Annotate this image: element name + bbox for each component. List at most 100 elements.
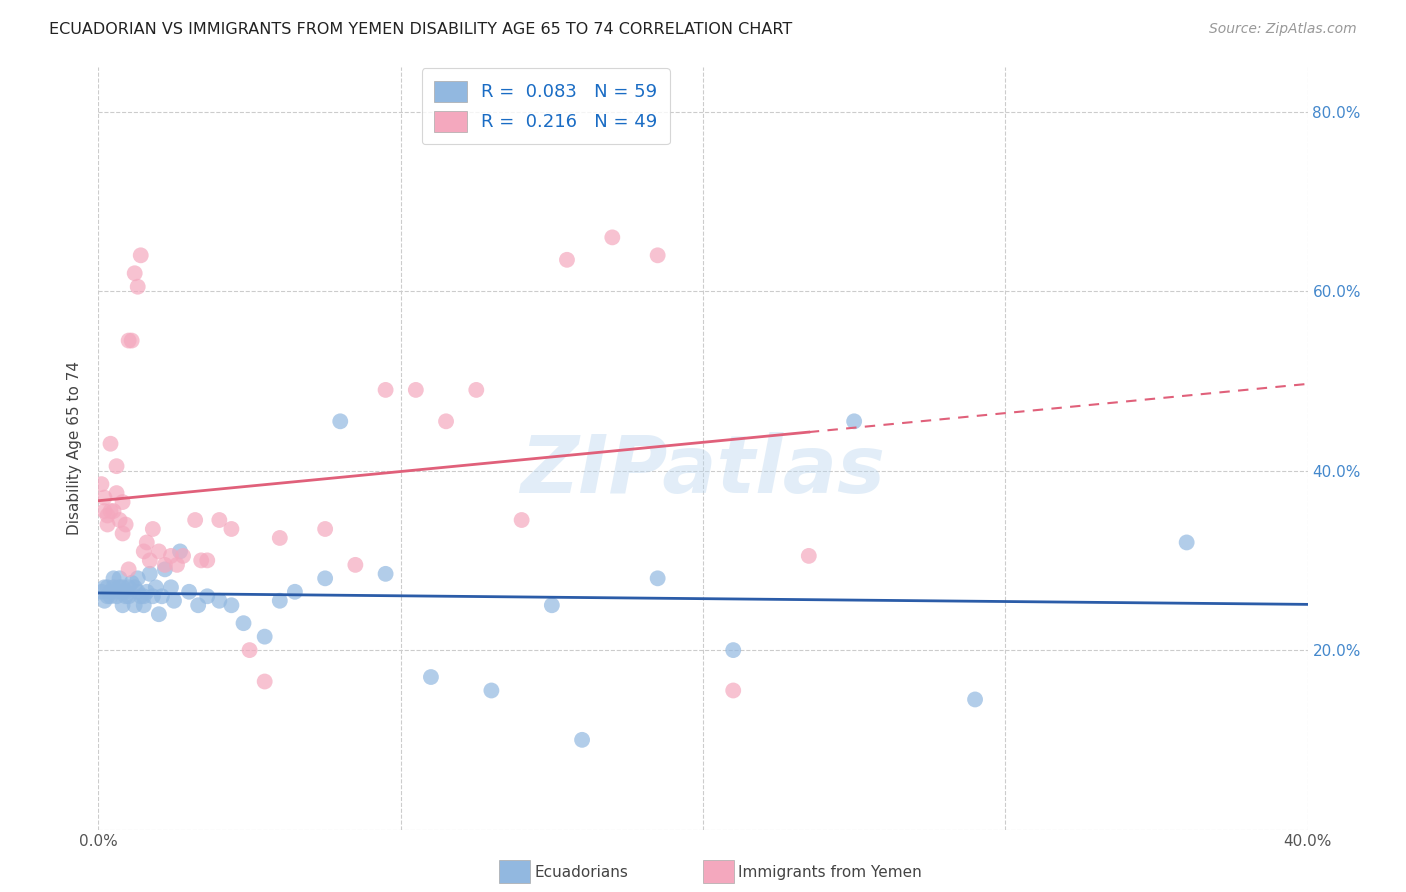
Point xyxy=(96,508,118,523)
Point xyxy=(139,553,162,567)
Point xyxy=(232,616,254,631)
Point xyxy=(111,599,134,613)
Point xyxy=(1175,535,1198,549)
Point xyxy=(93,504,115,518)
Point xyxy=(108,571,131,585)
Point xyxy=(184,513,207,527)
Point xyxy=(148,544,170,558)
Text: Source: ZipAtlas.com: Source: ZipAtlas.com xyxy=(1209,22,1357,37)
Point xyxy=(132,589,155,603)
Point xyxy=(329,414,352,428)
Point xyxy=(420,670,443,684)
Point xyxy=(103,571,125,585)
Text: Immigrants from Yemen: Immigrants from Yemen xyxy=(738,865,922,880)
Point xyxy=(139,566,162,581)
Point xyxy=(314,522,336,536)
Point xyxy=(100,589,122,603)
Point xyxy=(602,230,624,244)
Point xyxy=(434,414,457,428)
Point xyxy=(195,589,218,603)
Point xyxy=(90,477,112,491)
Point xyxy=(105,459,128,474)
Point xyxy=(129,248,152,262)
Point xyxy=(148,607,170,622)
Legend: R =  0.083   N = 59, R =  0.216   N = 49: R = 0.083 N = 59, R = 0.216 N = 49 xyxy=(422,69,671,145)
Point xyxy=(723,683,745,698)
Point xyxy=(132,544,155,558)
Point xyxy=(105,486,128,500)
Point xyxy=(253,674,276,689)
Point xyxy=(465,383,488,397)
Point xyxy=(96,580,118,594)
Point xyxy=(93,580,115,594)
Point xyxy=(127,279,149,293)
Point xyxy=(153,558,176,572)
Point xyxy=(571,732,593,747)
Point xyxy=(100,584,122,599)
Point xyxy=(179,584,201,599)
Point xyxy=(314,571,336,585)
Point xyxy=(100,504,122,518)
Point xyxy=(96,517,118,532)
Point xyxy=(187,599,209,613)
Point xyxy=(221,522,243,536)
Point xyxy=(647,571,669,585)
Point xyxy=(166,558,188,572)
Point xyxy=(111,584,134,599)
Point xyxy=(169,544,191,558)
Point xyxy=(284,584,307,599)
Point xyxy=(540,599,562,613)
Point xyxy=(160,580,183,594)
Point xyxy=(160,549,183,563)
Point xyxy=(103,580,125,594)
Point xyxy=(844,414,866,428)
Point xyxy=(108,513,131,527)
Y-axis label: Disability Age 65 to 74: Disability Age 65 to 74 xyxy=(67,361,83,535)
Point xyxy=(150,589,173,603)
Point xyxy=(269,594,291,608)
Point xyxy=(374,566,396,581)
Point xyxy=(108,580,131,594)
Point xyxy=(405,383,427,397)
Point xyxy=(172,549,194,563)
Point xyxy=(114,584,136,599)
Point xyxy=(190,553,212,567)
Point xyxy=(105,584,128,599)
Point xyxy=(96,589,118,603)
Point xyxy=(797,549,820,563)
Point xyxy=(118,589,141,603)
Point xyxy=(142,522,165,536)
Point xyxy=(105,589,128,603)
Point xyxy=(163,594,186,608)
Point xyxy=(124,266,146,280)
Point xyxy=(208,513,231,527)
Point xyxy=(132,599,155,613)
Point xyxy=(111,526,134,541)
Point xyxy=(114,589,136,603)
Point xyxy=(965,692,987,706)
Point xyxy=(374,383,396,397)
Point xyxy=(111,495,134,509)
Text: ZIPatlas: ZIPatlas xyxy=(520,432,886,510)
Point xyxy=(121,334,143,348)
Point xyxy=(93,491,115,505)
Text: Ecuadorians: Ecuadorians xyxy=(534,865,628,880)
Point xyxy=(135,535,157,549)
Point xyxy=(208,594,231,608)
Text: ECUADORIAN VS IMMIGRANTS FROM YEMEN DISABILITY AGE 65 TO 74 CORRELATION CHART: ECUADORIAN VS IMMIGRANTS FROM YEMEN DISA… xyxy=(49,22,793,37)
Point xyxy=(127,571,149,585)
Point xyxy=(93,594,115,608)
Point xyxy=(118,334,141,348)
Point xyxy=(344,558,367,572)
Point xyxy=(555,252,578,267)
Point xyxy=(118,580,141,594)
Point xyxy=(481,683,503,698)
Point xyxy=(124,580,146,594)
Point xyxy=(145,580,167,594)
Point xyxy=(153,562,176,576)
Point xyxy=(142,589,165,603)
Point xyxy=(253,630,276,644)
Point xyxy=(121,575,143,590)
Point xyxy=(647,248,669,262)
Point xyxy=(103,504,125,518)
